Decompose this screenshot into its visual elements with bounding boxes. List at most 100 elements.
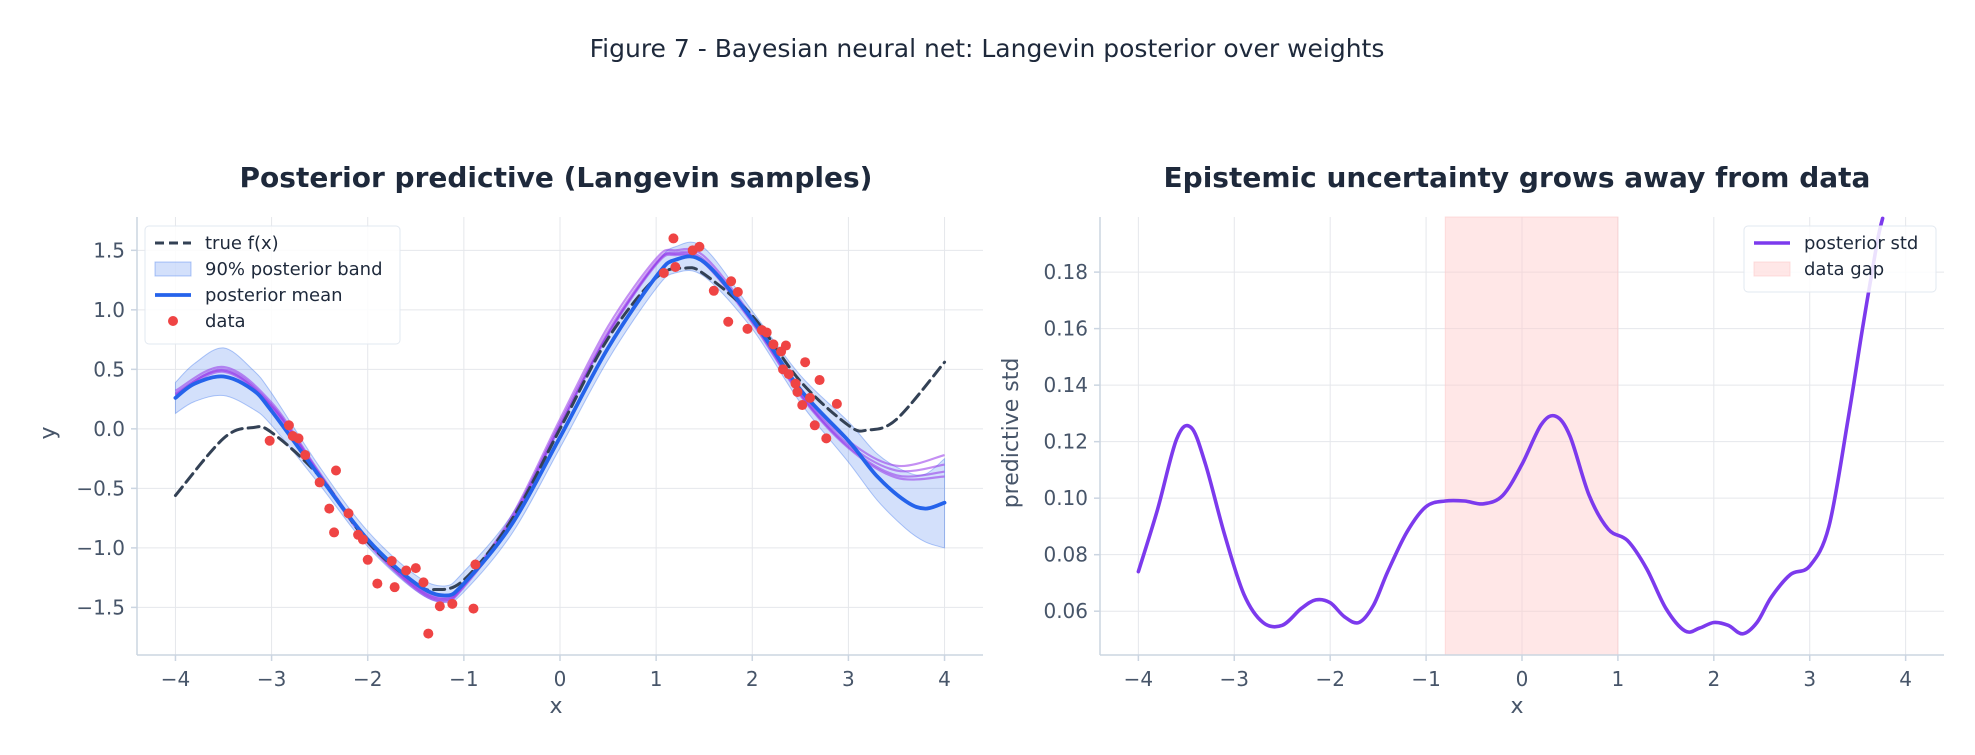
data-point [792, 386, 803, 397]
data-point [470, 559, 481, 570]
right-axes: −4 −3 −2 −1 0 1 2 3 4 0.06 0.08 0.10 0.12 0.14 0.16 0.1… [1043, 217, 1944, 691]
y-tick-label: 0.06 [1043, 599, 1088, 623]
data-point [814, 375, 825, 386]
data-point [418, 577, 429, 588]
data-point [410, 563, 421, 574]
data-point [314, 477, 325, 488]
right-y-axis-label: predictive std [999, 358, 1024, 509]
data-point [293, 433, 304, 444]
y-tick-label: 0.18 [1043, 260, 1088, 284]
right-panel-title: Epistemic uncertainty grows away from da… [1164, 161, 1871, 194]
legend-label: posterior mean [205, 285, 343, 306]
data-point [800, 357, 811, 368]
x-tick-label: −3 [1220, 667, 1249, 691]
data-point [780, 340, 791, 351]
data-point [386, 555, 397, 566]
data-point [389, 582, 400, 593]
y-tick-label: 0.0 [93, 417, 125, 441]
posterior-mean-line [173, 254, 947, 598]
left-panel-title: Posterior predictive (Langevin samples) [240, 161, 873, 194]
legend-box [1743, 225, 1937, 293]
legend-label: data gap [1804, 259, 1884, 280]
data-point [324, 503, 335, 514]
y-tick-label: −1.5 [76, 595, 125, 619]
data-point [790, 378, 801, 389]
y-tick-label: 0.08 [1043, 543, 1088, 567]
data-point [343, 508, 354, 519]
x-tick-label: 4 [938, 667, 951, 691]
x-tick-label: −4 [161, 667, 190, 691]
data-point [670, 261, 681, 272]
data-point [708, 285, 719, 296]
data-point [447, 598, 458, 609]
data-point [264, 435, 275, 446]
legend-data-swatch [168, 316, 178, 326]
data-point [362, 554, 373, 565]
legend-label: true f(x) [205, 233, 279, 254]
data-point [821, 433, 832, 444]
data-point [357, 534, 368, 545]
x-tick-label: −1 [449, 667, 478, 691]
y-tick-label: 1.0 [93, 298, 125, 322]
data-point [726, 276, 737, 287]
x-tick-label: 0 [554, 667, 567, 691]
x-tick-label: −4 [1124, 667, 1153, 691]
legend-label: data [205, 311, 246, 332]
x-tick-label: 4 [1899, 667, 1912, 691]
data-point [797, 400, 808, 411]
data-point [331, 465, 342, 476]
x-tick-label: 3 [1803, 667, 1816, 691]
data-point [283, 420, 294, 431]
legend-label: posterior std [1804, 233, 1918, 254]
y-tick-label: 0.12 [1043, 430, 1088, 454]
data-point [423, 628, 434, 639]
x-tick-label: 1 [650, 667, 663, 691]
left-y-axis-label: y [36, 426, 61, 439]
data-point [831, 398, 842, 409]
data-point [742, 323, 753, 334]
figure-title: Figure 7 - Bayesian neural net: Langevin… [590, 34, 1385, 63]
y-tick-label: 0.16 [1043, 317, 1088, 341]
x-tick-label: 0 [1516, 667, 1529, 691]
data-point [434, 601, 445, 612]
data-point [401, 565, 412, 576]
data-point [768, 339, 779, 350]
x-tick-label: −2 [1315, 667, 1344, 691]
left-points-layer [264, 233, 842, 639]
y-tick-label: 0.5 [93, 357, 125, 381]
left-x-axis-label: x [549, 694, 562, 719]
right-gap-layer [1444, 216, 1619, 656]
data-point [723, 316, 734, 327]
left-axes: −4 −3 −2 −1 0 1 2 3 4 −1.5 −1.0 −0.5 0.0 0.5 1.0 1.5 [76, 217, 983, 691]
uncertainty-panel: Epistemic uncertainty grows away from da… [999, 161, 1944, 719]
data-point [809, 420, 820, 431]
data-point [468, 603, 479, 614]
x-tick-label: 3 [842, 667, 855, 691]
posterior-std-line [1136, 216, 1885, 636]
y-tick-label: 0.10 [1043, 486, 1088, 510]
data-gap-region [1444, 216, 1619, 656]
true-function-line [173, 266, 947, 592]
data-point [372, 578, 383, 589]
data-point [761, 327, 772, 338]
x-tick-label: −1 [1411, 667, 1440, 691]
right-lines-layer [1136, 216, 1885, 636]
y-tick-label: 1.5 [93, 238, 125, 262]
y-tick-label: −0.5 [76, 476, 125, 500]
x-tick-label: −3 [257, 667, 286, 691]
legend-band-swatch [154, 261, 192, 277]
x-tick-label: 2 [1707, 667, 1720, 691]
data-point [783, 369, 794, 380]
x-tick-label: 2 [746, 667, 759, 691]
y-tick-label: 0.14 [1043, 373, 1088, 397]
data-point [694, 241, 705, 252]
x-tick-label: −2 [353, 667, 382, 691]
posterior-predictive-panel: Posterior predictive (Langevin samples) … [36, 161, 983, 719]
right-x-axis-label: x [1510, 694, 1523, 719]
legend-box [144, 225, 401, 345]
data-point [804, 392, 815, 403]
data-point [732, 286, 743, 297]
y-tick-label: −1.0 [76, 536, 125, 560]
data-point [300, 450, 311, 461]
